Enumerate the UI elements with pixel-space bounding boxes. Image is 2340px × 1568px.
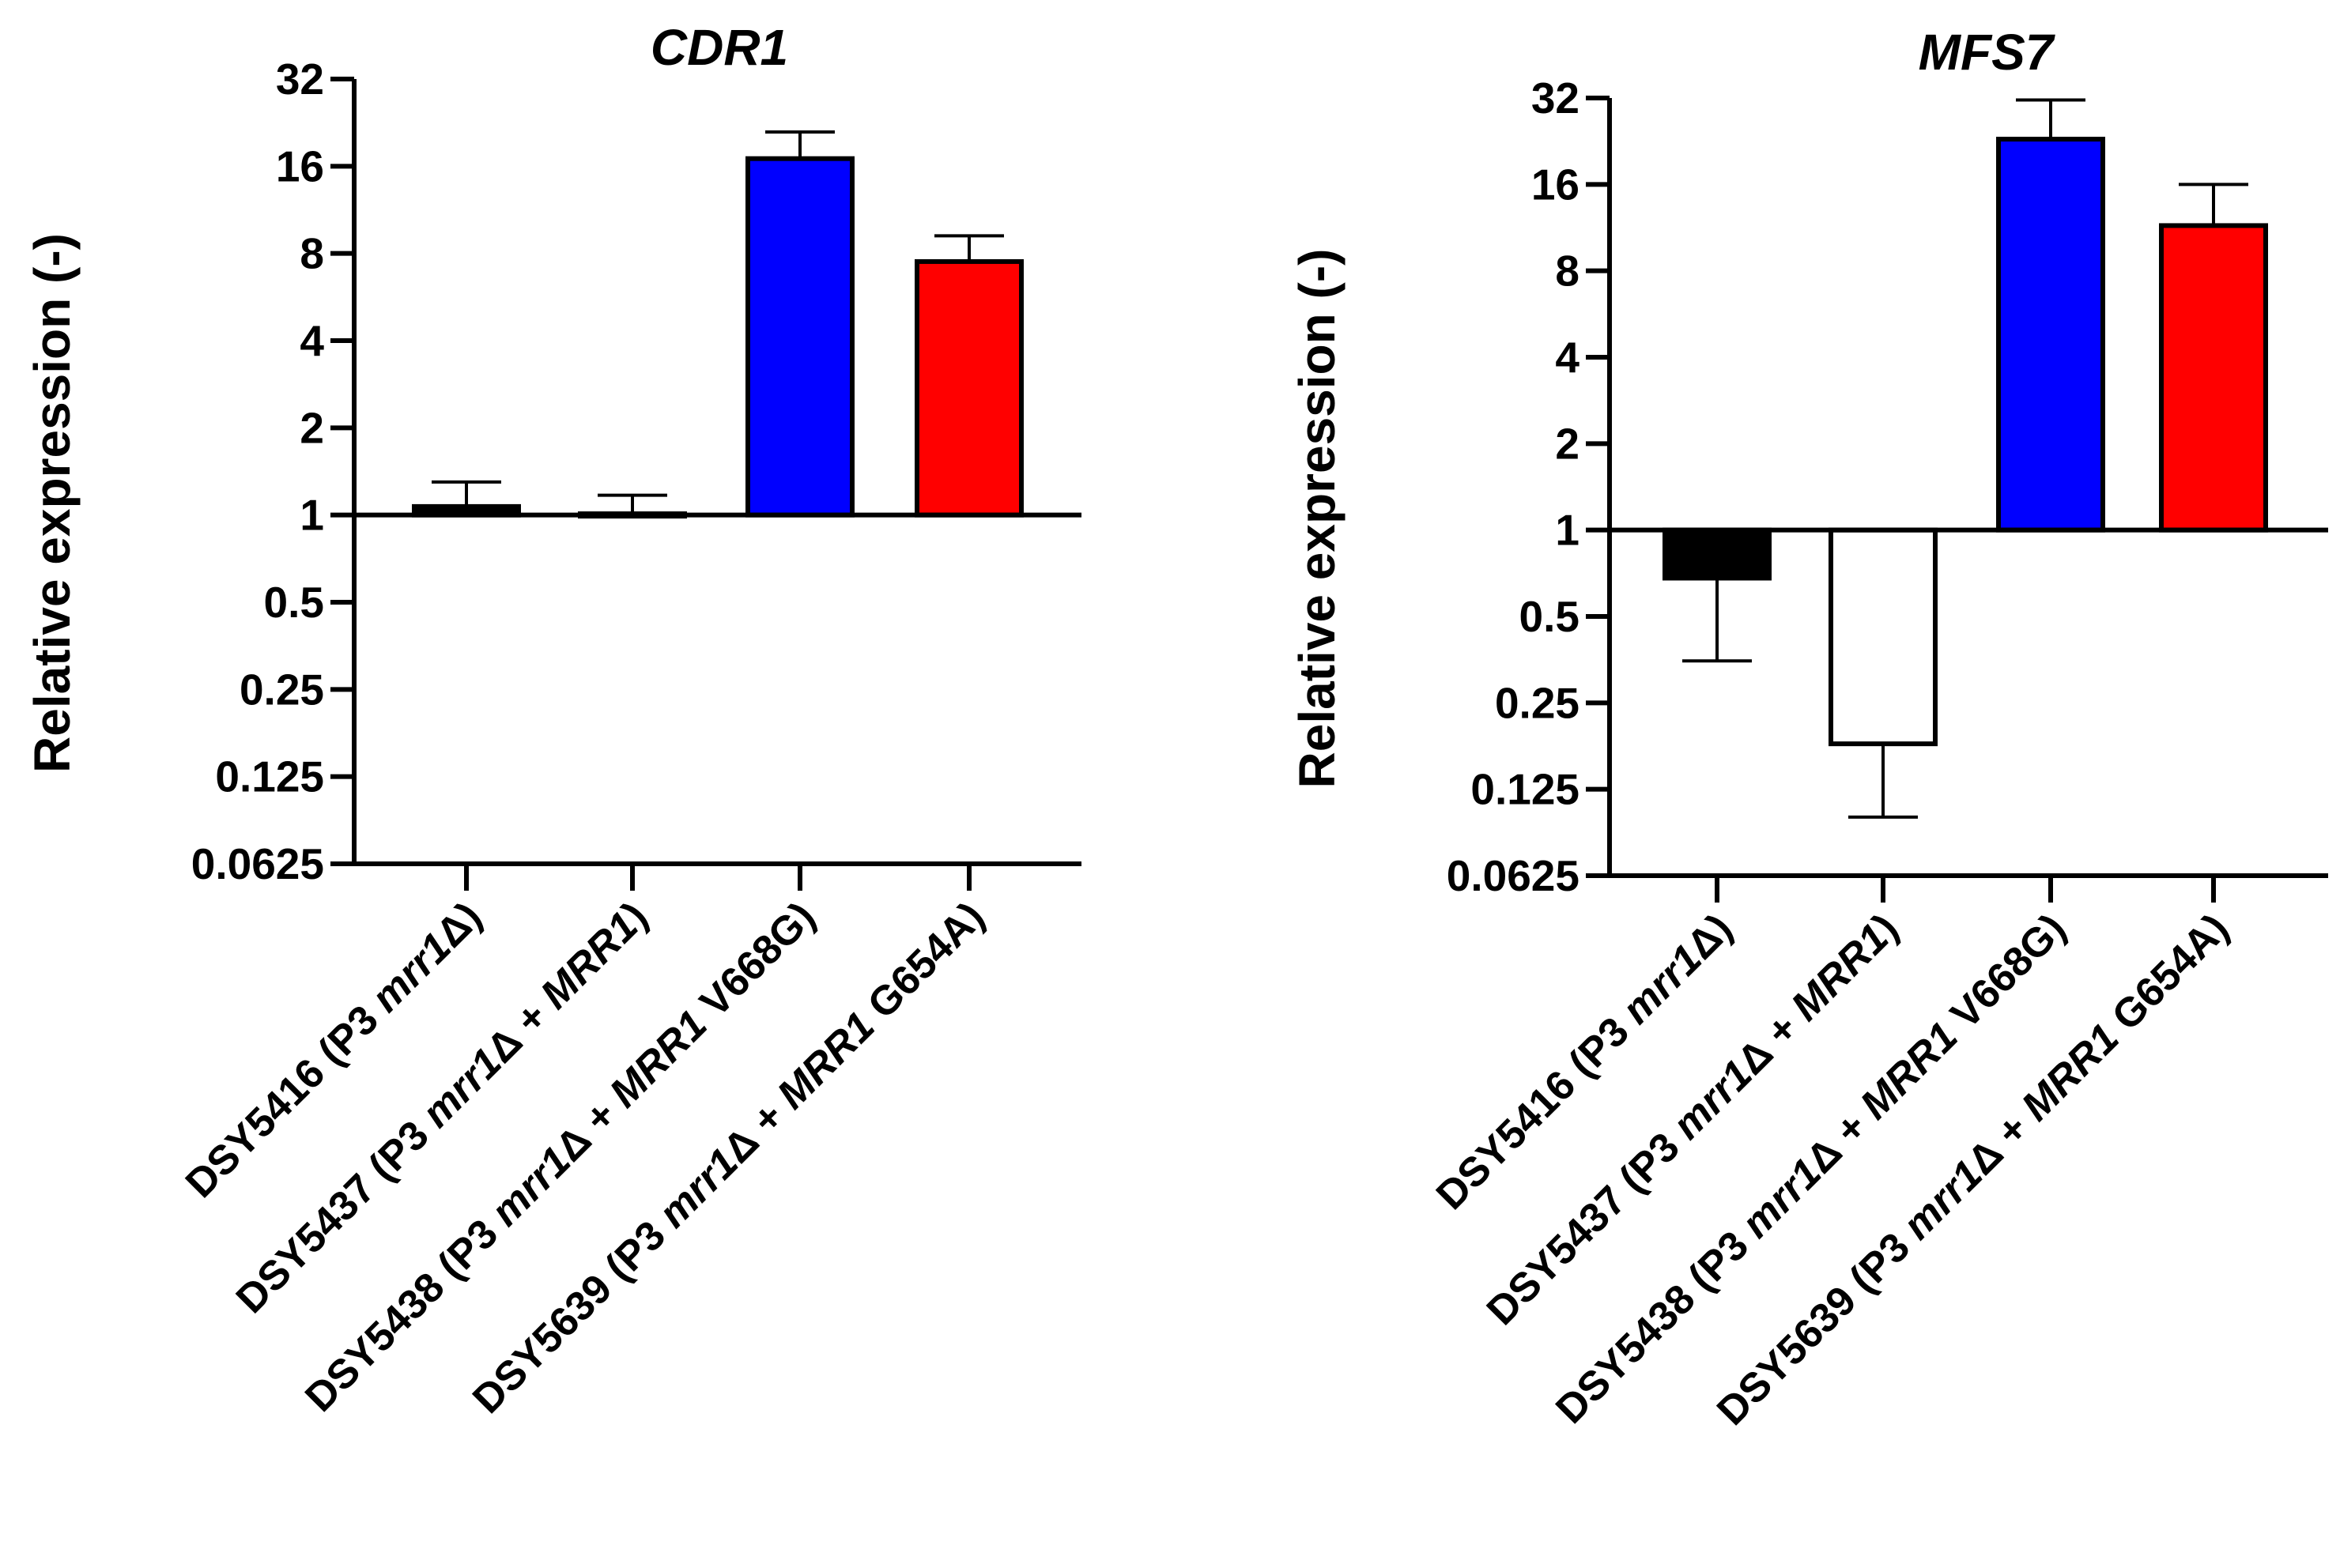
- gene-name: MRR1: [768, 1003, 883, 1118]
- gene-name: MRR1: [601, 1001, 715, 1116]
- bar: [1829, 527, 1938, 747]
- panel-mfs7: MFS7 Relative expression (-) 0.0625 0.125 0.…: [1289, 24, 2328, 1434]
- y-tick-label: 1: [1555, 506, 1580, 555]
- y-tick-label: 16: [1531, 160, 1580, 209]
- strain-name: DSY5416: [177, 1050, 334, 1207]
- strain-name: DSY5438: [1547, 1276, 1704, 1432]
- y-tick-label: 0.125: [215, 752, 324, 801]
- panel-cdr1: CDR1 Relative expression (-) 0.0625 0.125 0.…: [24, 19, 1081, 1423]
- chart-title: MFS7: [1919, 24, 2056, 81]
- y-tick-label: 0.5: [1519, 592, 1580, 641]
- strain-name: DSY5416: [1428, 1062, 1584, 1219]
- y-tick-label: 32: [1531, 74, 1580, 122]
- y-tick-label: 2: [300, 403, 324, 452]
- chart-title: CDR1: [651, 19, 788, 76]
- gene-name: MRR1: [532, 903, 647, 1018]
- y-tick-label: 2: [1555, 419, 1580, 468]
- y-tick-label: 1: [300, 491, 324, 540]
- y-axis-label: Relative expression (-): [1289, 249, 1346, 789]
- y-tick-label: 4: [300, 316, 324, 365]
- y-tick-label: 0.25: [240, 665, 324, 714]
- strain-name: DSY5639: [464, 1265, 621, 1422]
- y-tick-label: 0.0625: [1447, 851, 1580, 900]
- label-part: G654A): [2096, 905, 2238, 1047]
- strain-name: DSY5438: [296, 1264, 453, 1420]
- bar: [1663, 527, 1772, 581]
- label-part: V668G): [684, 893, 825, 1034]
- x-tick-label: DSY5416 (P3 mrr1Δ): [1428, 905, 1742, 1219]
- bar: [2159, 223, 2268, 533]
- y-tick-label: 0.125: [1470, 765, 1580, 814]
- label-part: G654A): [851, 893, 994, 1035]
- x-tick-label: DSY5416 (P3 mrr1Δ): [177, 893, 491, 1207]
- y-tick-label: 0.25: [1495, 678, 1580, 727]
- y-tick-label: 0.0625: [191, 839, 324, 888]
- y-tick-label: 16: [276, 141, 324, 190]
- label-part: V668G): [1934, 905, 2075, 1046]
- y-tick-label: 8: [300, 229, 324, 278]
- bar: [1996, 137, 2105, 533]
- bar: [745, 156, 855, 518]
- gene-name: MRR1: [1851, 1013, 1966, 1128]
- y-tick-label: 0.5: [264, 578, 324, 627]
- bar: [915, 258, 1024, 518]
- gene-name: MRR1: [2013, 1015, 2127, 1129]
- strain-name: DSY5437: [1478, 1178, 1635, 1334]
- gene-name: MRR1: [1783, 915, 1897, 1030]
- strain-name: DSY5437: [228, 1166, 384, 1322]
- y-tick-label: 32: [276, 55, 324, 104]
- y-tick-label: 8: [1555, 247, 1580, 296]
- y-axis-label: Relative expression (-): [24, 233, 81, 773]
- strain-name: DSY5639: [1708, 1277, 1865, 1434]
- y-tick-label: 4: [1555, 333, 1580, 382]
